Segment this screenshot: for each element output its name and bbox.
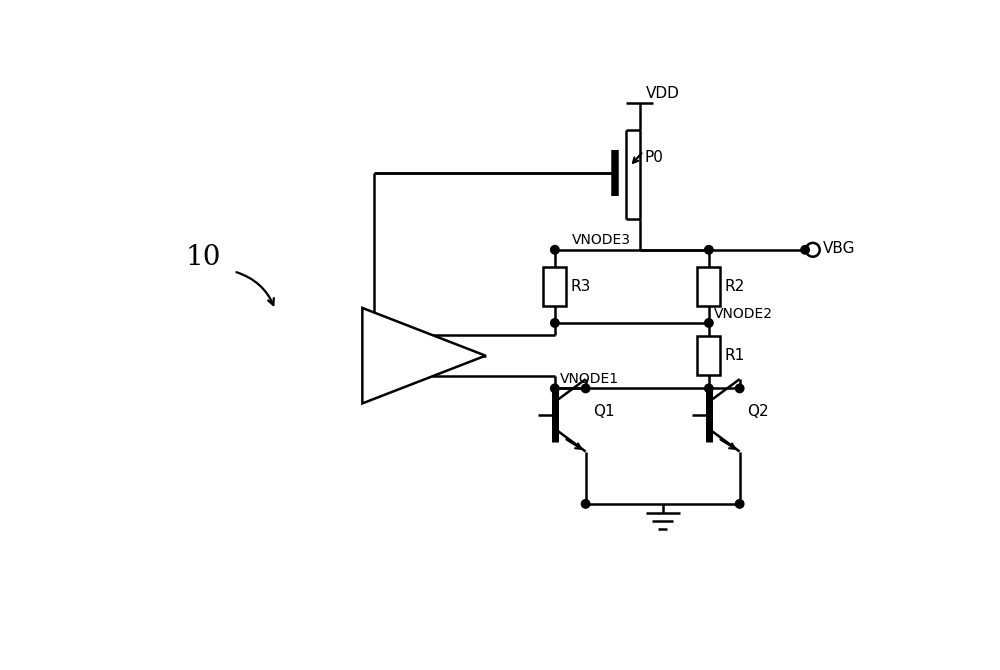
Text: −: − <box>372 369 385 384</box>
Circle shape <box>551 246 559 254</box>
Circle shape <box>581 384 590 393</box>
Circle shape <box>735 500 744 508</box>
Text: VNODE1: VNODE1 <box>560 372 619 386</box>
Text: R2: R2 <box>724 279 744 294</box>
Circle shape <box>705 319 713 327</box>
Text: R3: R3 <box>570 279 591 294</box>
Text: +: + <box>372 328 385 342</box>
Text: OP1: OP1 <box>418 348 446 362</box>
Circle shape <box>581 500 590 508</box>
Bar <box>697 267 720 306</box>
Bar <box>697 336 720 375</box>
Text: VNODE2: VNODE2 <box>714 307 773 321</box>
Text: R1: R1 <box>724 348 744 363</box>
Bar <box>543 267 566 306</box>
Circle shape <box>705 384 713 393</box>
Text: Q2: Q2 <box>747 404 769 419</box>
Circle shape <box>801 246 809 254</box>
Text: VDD: VDD <box>646 86 680 101</box>
Text: VNODE3: VNODE3 <box>572 232 631 247</box>
Text: P0: P0 <box>645 150 664 165</box>
Polygon shape <box>362 308 486 403</box>
Text: Q1: Q1 <box>593 404 615 419</box>
Text: VBG: VBG <box>823 241 855 256</box>
Circle shape <box>551 319 559 327</box>
Circle shape <box>705 246 713 254</box>
FancyArrowPatch shape <box>236 272 274 305</box>
Circle shape <box>551 384 559 393</box>
Text: 10: 10 <box>185 244 221 271</box>
Circle shape <box>735 384 744 393</box>
